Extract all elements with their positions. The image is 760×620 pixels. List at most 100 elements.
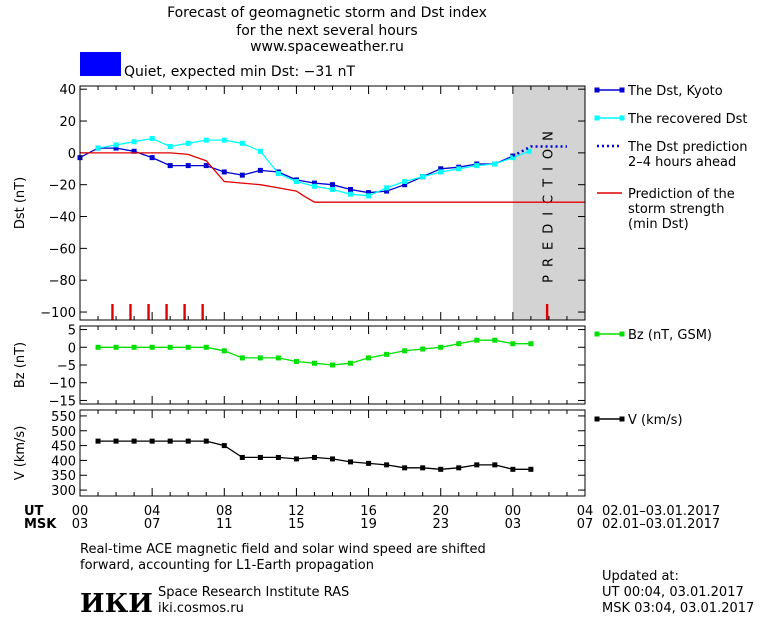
note-line-1: Real-time ACE magnetic field and solar w… (80, 542, 486, 557)
storm-mark (165, 304, 168, 320)
data-point (275, 454, 281, 460)
ut-tick-label: 00 (72, 504, 89, 519)
data-point (366, 460, 372, 466)
bz-panel: 5 0 −5 −10 −15 Bz (nT) (13, 324, 586, 409)
data-point (257, 167, 263, 173)
data-point (239, 140, 245, 146)
data-point (384, 185, 390, 191)
data-point (492, 462, 498, 468)
y-tick-label: 20 (59, 115, 76, 130)
data-point (275, 171, 281, 177)
series-line (512, 145, 567, 158)
data-point (311, 180, 317, 186)
updated-ut: UT 00:04, 03.01.2017 (602, 585, 744, 600)
data-point (438, 466, 444, 472)
y-tick-label: −80 (49, 274, 76, 289)
data-point (167, 143, 173, 149)
msk-tick-label: 03 (505, 517, 522, 532)
data-point (330, 456, 335, 462)
legend-marker (619, 87, 625, 93)
y-tick-label: 40 (59, 83, 76, 98)
data-point (239, 355, 245, 361)
data-point (510, 155, 516, 161)
y-tick-label: 5 (68, 324, 76, 339)
data-point (384, 462, 390, 468)
msk-tick-labels: 03 07 11 15 19 23 03 07 (72, 517, 594, 532)
legend-marker (619, 416, 625, 422)
time-axis: UT MSK 00 04 08 12 16 20 00 04 03 07 11 15 19 23 03 07… (24, 504, 720, 532)
legend-dst-prediction: 2–4 hours ahead (628, 155, 736, 170)
y-tick-label: 350 (51, 469, 76, 484)
data-point (293, 358, 299, 364)
data-point (330, 182, 335, 188)
data-point (492, 337, 498, 343)
data-point (384, 351, 390, 357)
data-point (203, 163, 209, 169)
series-line (80, 152, 585, 203)
data-point (474, 462, 480, 468)
data-point (420, 174, 426, 180)
chart-header: Forecast of geomagnetic storm and Dst in… (80, 5, 487, 80)
data-point (185, 140, 191, 146)
data-point (311, 183, 317, 189)
storm-mark (545, 304, 549, 320)
data-point (239, 454, 245, 460)
data-point (131, 344, 137, 350)
y-axis-label: Bz (nT) (13, 342, 28, 388)
legend-marker (594, 416, 600, 422)
data-point (149, 344, 155, 350)
chart-footer: Real-time ACE magnetic field and solar w… (80, 542, 754, 619)
msk-tick-label: 03 (72, 517, 89, 532)
data-point (185, 344, 191, 350)
y-tick-label: −100 (40, 306, 76, 321)
ut-tick-labels: 00 04 08 12 16 20 00 04 (72, 504, 594, 519)
y-tick-label: −15 (49, 394, 76, 409)
legend-marker (619, 331, 625, 337)
data-point (402, 179, 408, 185)
msk-range-text: 02.01–03.01.2017 (602, 517, 720, 532)
ut-tick-label: 04 (144, 504, 161, 519)
ut-tick-label: 00 (505, 504, 522, 519)
data-point (113, 344, 119, 350)
data-point (510, 466, 516, 472)
data-point (528, 466, 534, 472)
data-point (149, 136, 155, 142)
data-point (221, 348, 227, 354)
data-point (402, 182, 408, 188)
y-tick-label: 0 (68, 341, 76, 356)
ut-tick-label: 08 (216, 504, 233, 519)
legend-marker (594, 87, 600, 93)
data-point (311, 454, 317, 460)
data-point (221, 169, 227, 175)
ut-tick-label: 16 (360, 504, 377, 519)
msk-tick-label: 15 (288, 517, 305, 532)
y-tick-label: 500 (51, 425, 76, 440)
data-point (95, 344, 101, 350)
legend-storm-strength: storm strength (628, 202, 725, 217)
y-tick-label: −5 (57, 359, 76, 374)
data-point (239, 172, 245, 178)
y-tick-label: 0 (68, 147, 76, 162)
updated-label: Updated at: (602, 569, 679, 584)
msk-axis-label: MSK (24, 517, 57, 532)
legend-dst-prediction: The Dst prediction (627, 140, 748, 155)
storm-mark (129, 304, 132, 320)
plot-frame (79, 325, 586, 405)
data-point (185, 438, 191, 444)
legend-bz: Bz (nT, GSM) (628, 328, 712, 343)
y-tick-label: 550 (51, 410, 76, 425)
data-point (149, 438, 155, 444)
data-point (257, 355, 263, 361)
msk-tick-label: 07 (577, 517, 594, 532)
y-tick-label: 400 (51, 454, 76, 469)
data-point (510, 341, 516, 347)
ut-tick-label: 12 (288, 504, 305, 519)
data-point (149, 155, 155, 161)
ut-tick-label: 04 (577, 504, 594, 519)
data-point (311, 360, 317, 366)
data-point (113, 145, 119, 151)
msk-tick-label: 07 (144, 517, 161, 532)
institute-site: iki.cosmos.ru (158, 601, 244, 616)
legend-storm-strength: Prediction of the (628, 187, 735, 202)
data-point (348, 186, 354, 192)
